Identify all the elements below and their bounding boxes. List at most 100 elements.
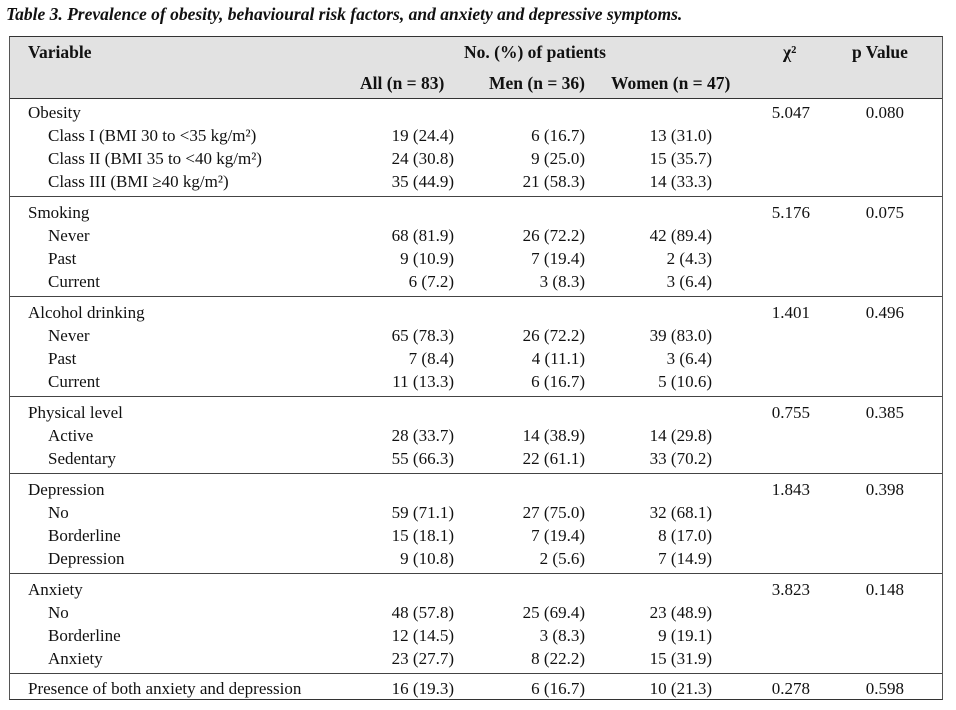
all-value: 28 (33.7) <box>391 426 454 445</box>
row-label: Anxiety <box>48 649 103 668</box>
group-label: Anxiety <box>28 580 83 599</box>
all-value: 55 (66.3) <box>391 449 454 468</box>
table-row: Anxiety 23 (27.7) 8 (22.2) 15 (31.9) <box>10 648 942 671</box>
all-value: 11 (13.3) <box>392 372 454 391</box>
men-value: 3 (8.3) <box>539 272 585 291</box>
chi2-value: 1.401 <box>771 303 810 322</box>
all-value: 23 (27.7) <box>391 649 454 668</box>
women-value: 3 (6.4) <box>666 349 712 368</box>
row-label: Class II (BMI 35 to <40 kg/m²) <box>48 149 262 168</box>
men-value: 6 (16.7) <box>531 679 585 698</box>
final-row-label: Presence of both anxiety and depression <box>28 679 302 698</box>
all-value: 6 (7.2) <box>408 272 454 291</box>
women-value: 8 (17.0) <box>658 526 712 545</box>
p-value: 0.148 <box>865 580 904 599</box>
all-value: 9 (10.9) <box>400 249 454 268</box>
table-row: Never 68 (81.9) 26 (72.2) 42 (89.4) <box>10 225 942 248</box>
table-row: Class III (BMI ≥40 kg/m²) 35 (44.9) 21 (58… <box>10 171 942 194</box>
header-pvalue: p Value <box>852 42 908 62</box>
women-value: 2 (4.3) <box>666 249 712 268</box>
chi2-value: 0.278 <box>771 679 810 698</box>
all-value: 16 (19.3) <box>391 679 454 698</box>
header-all: All (n = 83) <box>360 73 445 93</box>
women-value: 13 (31.0) <box>649 126 712 145</box>
men-value: 25 (69.4) <box>522 603 585 622</box>
chi2-value: 5.176 <box>771 203 810 222</box>
women-value: 10 (21.3) <box>649 679 712 698</box>
results-table: Variable No. (%) of patients χ² p Value … <box>9 36 943 700</box>
men-value: 7 (19.4) <box>531 249 585 268</box>
p-value: 0.496 <box>865 303 904 322</box>
men-value: 6 (16.7) <box>531 126 585 145</box>
men-value: 21 (58.3) <box>522 172 585 191</box>
table-row: Current 11 (13.3) 6 (16.7) 5 (10.6) <box>10 371 942 394</box>
table-row: No 48 (57.8) 25 (69.4) 23 (48.9) <box>10 602 942 625</box>
women-value: 23 (48.9) <box>649 603 712 622</box>
men-value: 4 (11.1) <box>531 349 585 368</box>
table-row: Past 7 (8.4) 4 (11.1) 3 (6.4) <box>10 348 942 371</box>
p-value: 0.080 <box>865 103 904 122</box>
table-row: Active 28 (33.7) 14 (38.9) 14 (29.8) <box>10 425 942 448</box>
group-label: Depression <box>28 480 105 499</box>
all-value: 68 (81.9) <box>391 226 454 245</box>
all-value: 59 (71.1) <box>391 503 454 522</box>
row-divider <box>10 296 942 297</box>
row-label: Active <box>48 426 94 445</box>
table-row: Borderline 15 (18.1) 7 (19.4) 8 (17.0) <box>10 525 942 548</box>
final-row: Presence of both anxiety and depression 1… <box>10 678 942 701</box>
women-value: 42 (89.4) <box>649 226 712 245</box>
row-divider <box>10 573 942 574</box>
p-value: 0.075 <box>865 203 904 222</box>
chi2-value: 0.755 <box>771 403 810 422</box>
header-variable: Variable <box>28 42 92 62</box>
table-row: Depression 9 (10.8) 2 (5.6) 7 (14.9) <box>10 548 942 571</box>
women-value: 14 (33.3) <box>649 172 712 191</box>
header-chi2: χ² <box>783 42 797 62</box>
women-value: 9 (19.1) <box>658 626 712 645</box>
row-label: Sedentary <box>48 449 116 468</box>
men-value: 22 (61.1) <box>522 449 585 468</box>
group-label: Physical level <box>28 403 123 422</box>
all-value: 65 (78.3) <box>391 326 454 345</box>
group-label: Obesity <box>28 103 81 122</box>
all-value: 9 (10.8) <box>400 549 454 568</box>
table-row: No 59 (71.1) 27 (75.0) 32 (68.1) <box>10 502 942 525</box>
header-men: Men (n = 36) <box>489 73 586 93</box>
row-divider <box>10 473 942 474</box>
men-value: 6 (16.7) <box>531 372 585 391</box>
row-label: Depression <box>48 549 125 568</box>
group-label: Alcohol drinking <box>28 303 145 322</box>
row-label: Borderline <box>48 526 121 545</box>
men-value: 3 (8.3) <box>539 626 585 645</box>
men-value: 2 (5.6) <box>539 549 585 568</box>
women-value: 15 (35.7) <box>649 149 712 168</box>
all-value: 15 (18.1) <box>391 526 454 545</box>
table-caption: Table 3. Prevalence of obesity, behaviou… <box>6 4 683 24</box>
table-row: Sedentary 55 (66.3) 22 (61.1) 33 (70.2) <box>10 448 942 471</box>
men-value: 14 (38.9) <box>522 426 585 445</box>
women-value: 32 (68.1) <box>649 503 712 522</box>
row-label: Past <box>48 349 77 368</box>
all-value: 7 (8.4) <box>408 349 454 368</box>
group-row: Depression 1.843 0.398 <box>10 479 942 502</box>
men-value: 8 (22.2) <box>531 649 585 668</box>
table-header: Variable No. (%) of patients χ² p Value … <box>10 37 942 99</box>
men-value: 9 (25.0) <box>531 149 585 168</box>
table-row: Class II (BMI 35 to <40 kg/m²) 24 (30.8) 9… <box>10 148 942 171</box>
header-patients: No. (%) of patients <box>464 42 606 62</box>
all-value: 48 (57.8) <box>391 603 454 622</box>
chi2-value: 1.843 <box>771 480 810 499</box>
chi2-value: 3.823 <box>771 580 810 599</box>
women-value: 5 (10.6) <box>658 372 712 391</box>
p-value: 0.385 <box>865 403 904 422</box>
all-value: 24 (30.8) <box>391 149 454 168</box>
table-row: Current 6 (7.2) 3 (8.3) 3 (6.4) <box>10 271 942 294</box>
men-value: 26 (72.2) <box>522 226 585 245</box>
men-value: 26 (72.2) <box>522 326 585 345</box>
group-row: Physical level 0.755 0.385 <box>10 402 942 425</box>
all-value: 19 (24.4) <box>391 126 454 145</box>
row-label: Past <box>48 249 77 268</box>
group-row: Anxiety 3.823 0.148 <box>10 579 942 602</box>
row-label: Borderline <box>48 626 121 645</box>
group-row: Smoking 5.176 0.075 <box>10 202 942 225</box>
